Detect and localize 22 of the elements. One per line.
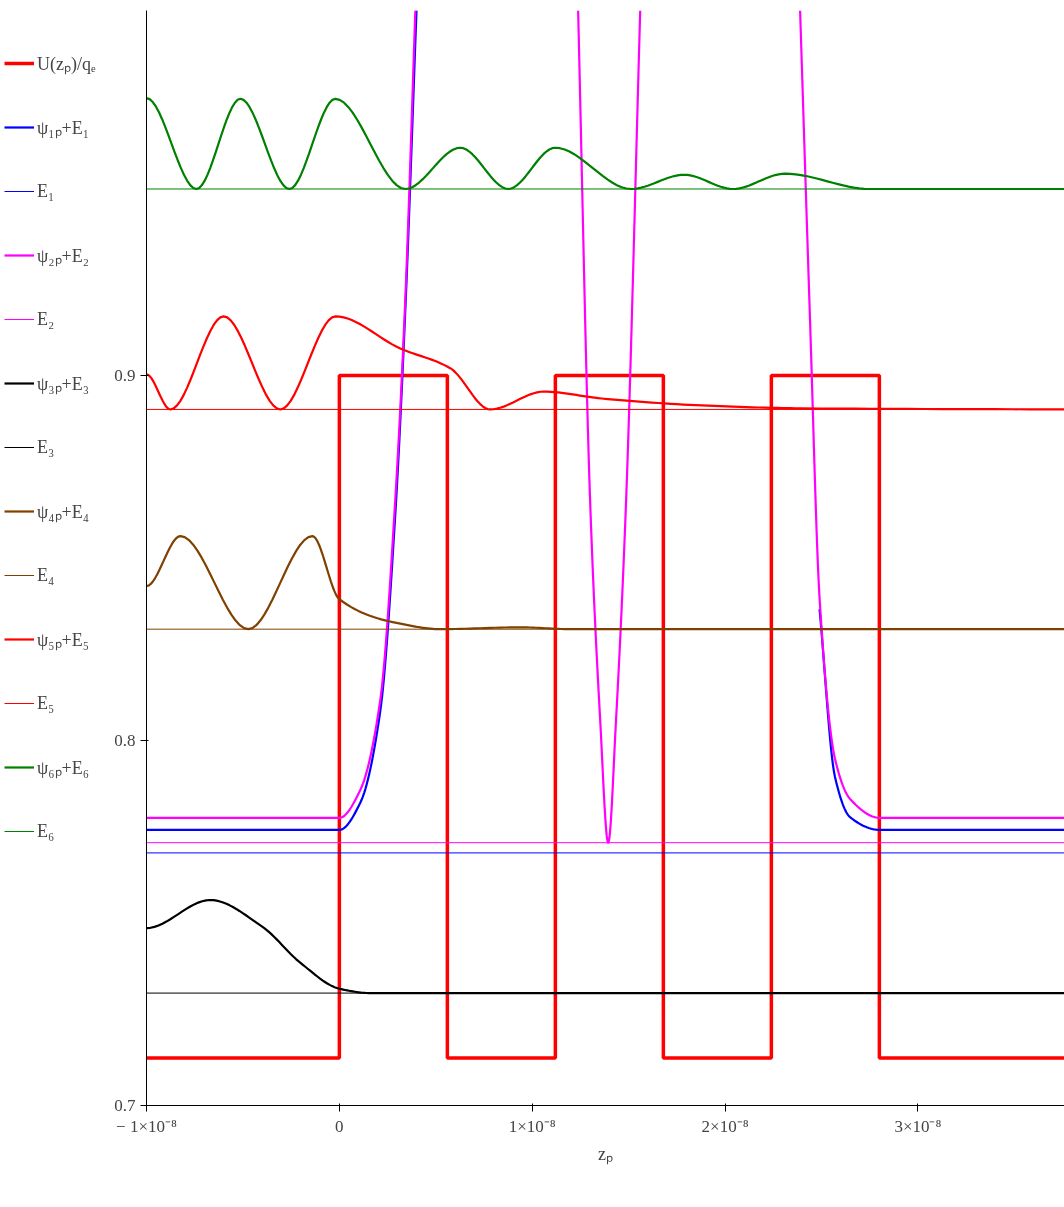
legend-label: U(zₚ)/qₑ [37, 53, 96, 75]
legend-label: ψ₄ₚ+E₄ [37, 501, 89, 523]
legend-label: E₁ [37, 179, 56, 203]
x-axis-title: zₚ [598, 1143, 614, 1165]
x-tick-label: 1×10⁻⁸ [508, 1116, 556, 1136]
legend-label: ψ₁ₚ+E₁ [37, 117, 89, 139]
legend-label: ψ₂ₚ+E₂ [37, 245, 89, 267]
legend-label: E₂ [37, 307, 56, 331]
legend-label: E₅ [37, 691, 56, 715]
legend-label: E₆ [37, 819, 56, 843]
y-tick-label: 0.7 [114, 1096, 136, 1115]
x-tick-label: 2×10⁻⁸ [701, 1116, 749, 1136]
x-tick-label: 0 [335, 1116, 344, 1136]
legend-label: E₄ [37, 563, 56, 587]
x-tick-label: 3×10⁻⁸ [894, 1116, 942, 1136]
x-tick-label: − 1×10⁻⁸ [116, 1116, 177, 1136]
legend-label: ψ₆ₚ+E₆ [37, 757, 89, 779]
legend-label: E₃ [37, 435, 56, 459]
legend-label: ψ₅ₚ+E₅ [37, 629, 89, 651]
legend-label: ψ₃ₚ+E₃ [37, 373, 89, 395]
y-tick-label: 0.8 [114, 731, 136, 750]
y-tick-label: 0.9 [114, 366, 136, 385]
